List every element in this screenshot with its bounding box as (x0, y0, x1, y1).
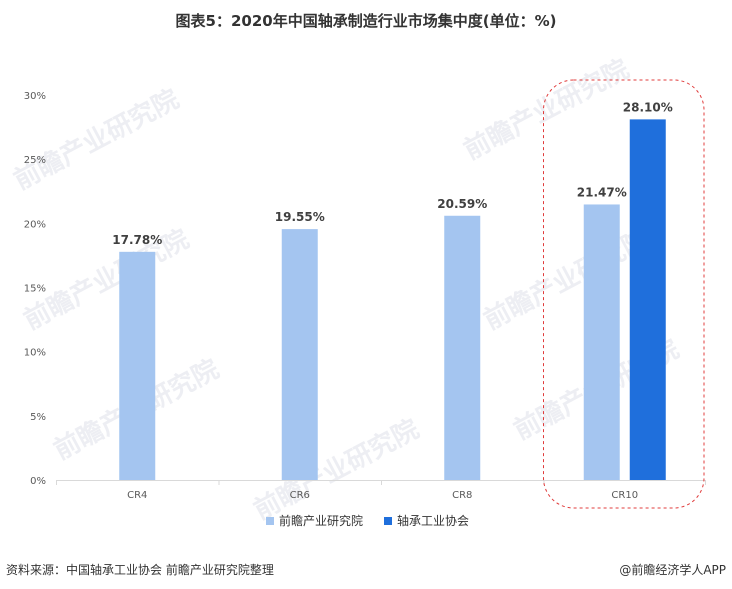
y-tick-label: 5% (30, 412, 46, 423)
watermark-text: 前瞻产业研究院 (19, 223, 194, 336)
data-label: 17.78% (112, 233, 162, 247)
watermark-text: 前瞻产业研究院 (459, 53, 634, 166)
brand-credit: @前瞻经济学人APP (619, 563, 726, 577)
legend-swatch-series-1 (266, 516, 274, 525)
bar (119, 251, 156, 480)
legend-item-series-2: 轴承工业协会 (384, 512, 469, 529)
data-label: 20.59% (437, 197, 487, 211)
data-label: 21.47% (577, 185, 627, 199)
legend-label-series-2: 轴承工业协会 (397, 514, 470, 528)
bar (629, 119, 666, 480)
legend-label-series-1: 前瞻产业研究院 (279, 514, 364, 528)
y-tick-label: 20% (24, 219, 46, 230)
y-tick-label: 25% (24, 155, 46, 166)
y-tick-label: 10% (24, 348, 46, 359)
legend-item-series-1: 前瞻产业研究院 (266, 512, 363, 529)
bar (444, 215, 481, 481)
bar (583, 204, 620, 481)
chart-title: 图表5：2020年中国轴承制造行业市场集中度(单位：%) (175, 12, 557, 30)
watermark-text: 前瞻产业研究院 (479, 223, 654, 336)
highlight-box (543, 79, 705, 509)
x-tick-label: CR8 (452, 490, 472, 501)
data-label: 19.55% (275, 210, 325, 224)
y-tick-label: 0% (30, 476, 46, 487)
source-note: 资料来源：中国轴承工业协会 前瞻产业研究院整理 (6, 563, 274, 577)
y-tick-label: 30% (24, 91, 46, 102)
y-tick-label: 15% (24, 284, 46, 295)
data-label: 28.10% (623, 100, 673, 114)
x-tick-label: CR6 (290, 490, 310, 501)
bar (281, 229, 318, 480)
watermark-text: 前瞻产业研究院 (249, 413, 424, 526)
x-tick-label: CR4 (127, 490, 147, 501)
legend-swatch-series-2 (384, 516, 392, 525)
x-tick-label: CR10 (611, 490, 638, 501)
